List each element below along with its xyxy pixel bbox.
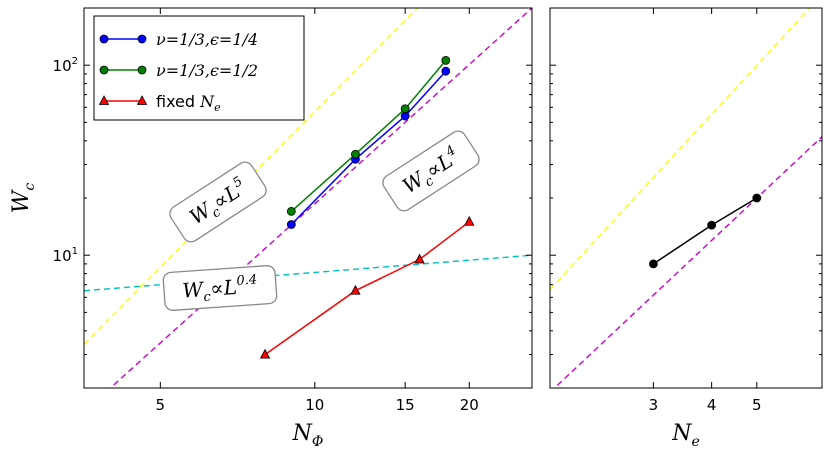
legend-marker — [136, 95, 148, 105]
guide-line — [84, 254, 532, 292]
series-0-2 — [259, 215, 475, 359]
legend-label-sub: e — [214, 101, 221, 114]
data-point — [351, 149, 360, 159]
legend-marker — [99, 34, 109, 44]
legend-label: ν=1/3,ϵ=1/4 — [156, 30, 258, 49]
y-tick-exp: 1 — [72, 246, 78, 257]
legend-box — [93, 15, 305, 121]
x-axis-label-main: N — [671, 421, 692, 446]
annotation-box — [382, 130, 480, 212]
y-tick-label: 101 — [53, 246, 78, 265]
data-point — [707, 220, 717, 230]
series-line — [264, 221, 470, 356]
guide-line — [550, 8, 811, 290]
data-point — [441, 55, 451, 65]
axes-1: 3 4 5 Ne — [549, 7, 823, 449]
legend-label: fixed Ne — [156, 92, 221, 114]
x-axis-label-sub: e — [691, 434, 699, 449]
legend-label-text: ν=1/3,ϵ=1/4 — [156, 30, 258, 49]
data-point — [286, 207, 296, 216]
legend-marker — [99, 65, 109, 75]
guide-line — [109, 8, 532, 388]
legend-item-1: ν=1/3,ϵ=1/2 — [99, 61, 258, 80]
annotation-op: ∝L — [209, 275, 237, 301]
annotation-box — [162, 265, 278, 311]
legend-label-text: fixed — [156, 92, 195, 111]
guides-0 — [84, 8, 532, 388]
legend-marker — [98, 95, 110, 105]
legend-marker — [137, 65, 147, 75]
data-point — [414, 253, 425, 264]
y-tick-base: 10 — [53, 57, 72, 75]
x-axis-label: Ne — [671, 421, 700, 449]
series-line — [290, 59, 447, 212]
legend-item-2: fixed Ne — [98, 92, 221, 114]
legend-marker — [137, 34, 147, 44]
x-tick-label: 3 — [649, 396, 659, 414]
y-axis-label-sub: c — [22, 183, 38, 191]
x-tick-label: 20 — [460, 396, 479, 414]
x-tick-label: 5 — [156, 396, 166, 414]
data-point — [286, 220, 296, 229]
x-axis-label-main: N — [292, 421, 313, 446]
data-point — [649, 259, 658, 269]
series-line — [290, 70, 447, 226]
legend-label-text: ν=1/3,ϵ=1/2 — [156, 61, 258, 80]
annotation-2: Wc∝L0.4 — [162, 265, 278, 311]
y-minor-ticks — [550, 7, 822, 389]
data-point — [400, 111, 410, 121]
x-axis-label: NΦ — [292, 421, 324, 449]
data-point — [350, 284, 361, 295]
annotation-0: Wc∝L5 — [169, 161, 267, 243]
legend: ν=1/3,ϵ=1/4 ν=1/3,ϵ=1/2 fixed Ne — [93, 15, 305, 121]
data-point — [752, 193, 762, 203]
annotation-box — [169, 161, 267, 243]
guides-1 — [550, 8, 822, 388]
guide-line — [553, 136, 822, 388]
series-0-1 — [286, 55, 451, 216]
x-tick-label: 5 — [752, 396, 762, 414]
annotation-1: Wc∝L4 — [382, 130, 480, 212]
plot-frame — [549, 7, 823, 389]
x-axis-label-sub: Φ — [312, 434, 323, 449]
y-tick-base: 10 — [53, 247, 72, 265]
y-tick-exp: 2 — [72, 56, 78, 67]
y-axis-label-main: W — [9, 188, 34, 213]
series-line — [652, 197, 758, 265]
annotation-sub: c — [203, 290, 212, 306]
data-point — [400, 104, 410, 114]
series-1-0 — [649, 193, 762, 269]
legend-item-0: ν=1/3,ϵ=1/4 — [99, 30, 258, 49]
series-0-0 — [286, 66, 451, 229]
annotation-text: Wc∝L0.4 — [182, 272, 259, 306]
legend-label: ν=1/3,ϵ=1/2 — [156, 61, 258, 80]
legend-label-math: N — [199, 92, 215, 111]
data-point — [259, 348, 271, 359]
annotation-base: W — [182, 277, 206, 302]
y-minor-ticks — [84, 7, 532, 389]
x-tick-label: 15 — [396, 396, 415, 414]
annotation-exp: 0.4 — [236, 272, 258, 288]
y-axis-label: Wc — [9, 183, 38, 214]
data-point — [464, 215, 475, 226]
data-point — [441, 66, 451, 76]
x-tick-label: 10 — [305, 396, 324, 414]
y-tick-label: 102 — [53, 56, 78, 75]
x-tick-label: 4 — [707, 396, 717, 414]
